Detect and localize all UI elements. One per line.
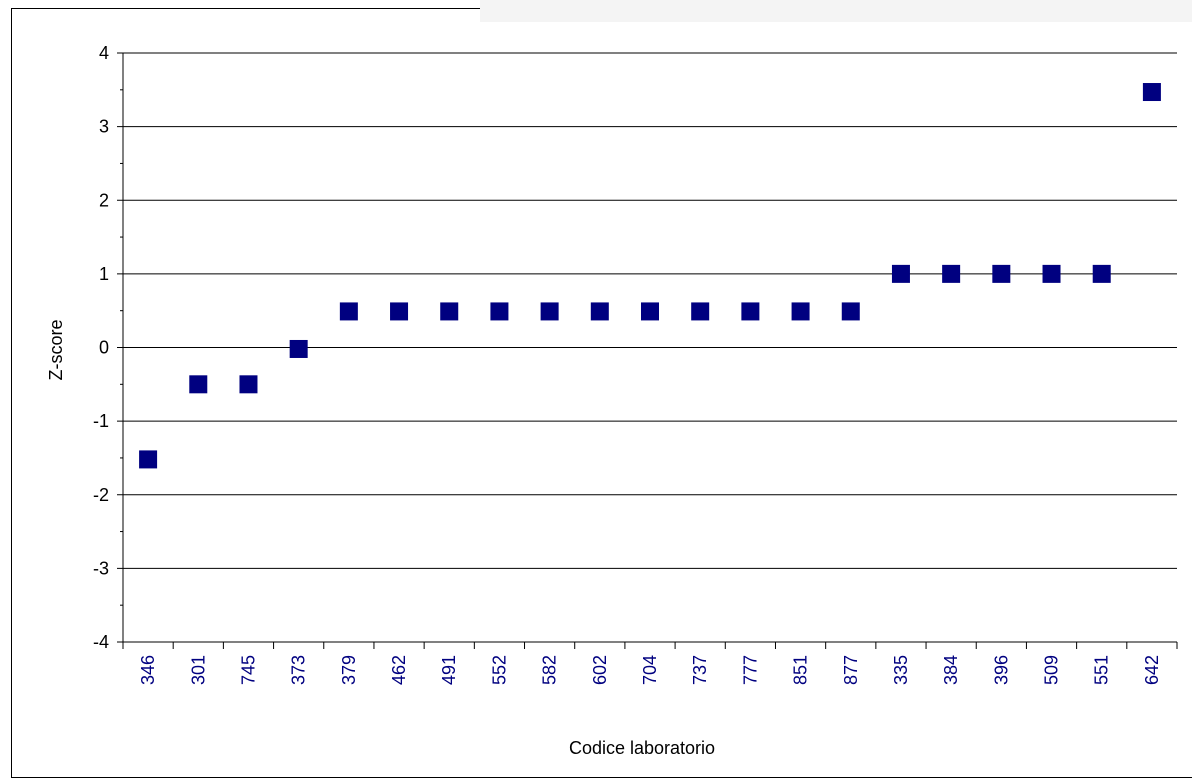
x-tick-label: 642: [1142, 655, 1162, 685]
data-point-384: [942, 264, 961, 283]
data-point-704: [641, 302, 659, 321]
x-tick-label: 737: [690, 655, 710, 685]
y-tick-label: 0: [99, 338, 109, 358]
data-point-582: [540, 302, 559, 321]
data-point-396: [992, 264, 1011, 283]
x-tick-label: 301: [188, 655, 208, 685]
data-point-335: [891, 264, 910, 283]
x-tick-label: 582: [540, 655, 560, 685]
y-tick-label: 2: [99, 190, 109, 210]
x-tick-labels: 346 301 745 373 379 462 491 552 582 602 704 737 777 8…: [138, 655, 1162, 685]
data-points: [139, 83, 1161, 469]
watermark-band: [480, 0, 1192, 22]
data-point-346: [139, 450, 158, 469]
axes: [117, 52, 1178, 649]
data-point-551: [1092, 264, 1111, 283]
data-point-602: [590, 302, 609, 321]
data-point-491: [440, 302, 459, 321]
data-point-642: [1142, 83, 1161, 102]
data-point-737: [691, 302, 710, 321]
x-tick-label: 335: [891, 655, 911, 685]
x-tick-label: 396: [991, 655, 1011, 685]
y-tick-labels: -4 -3 -2 -1 0 1 2 3 4: [93, 43, 109, 652]
data-point-552: [490, 302, 509, 321]
y-tick-label: 1: [99, 264, 109, 284]
y-tick-label: -3: [93, 558, 109, 578]
y-tick-label: -1: [93, 411, 109, 431]
x-tick-label: 509: [1042, 655, 1062, 685]
x-tick-label: 552: [489, 655, 509, 685]
x-tick-label: 551: [1092, 655, 1112, 685]
data-point-745: [239, 375, 258, 394]
data-point-851: [791, 302, 810, 321]
x-tick-label: 777: [740, 655, 760, 685]
y-tick-label: 4: [99, 43, 109, 63]
y-tick-label: -4: [93, 632, 109, 652]
data-point-509: [1042, 264, 1061, 283]
grid-lines: [123, 52, 1177, 569]
y-tick-label: 3: [99, 117, 109, 137]
x-tick-label: 704: [640, 655, 660, 685]
x-tick-label: 491: [439, 655, 459, 685]
y-tick-label: -2: [93, 485, 109, 505]
data-point-777: [741, 302, 760, 321]
data-point-379: [339, 302, 358, 321]
data-point-373: [289, 339, 308, 358]
x-tick-label: 851: [791, 655, 811, 685]
x-tick-label: 346: [138, 655, 158, 685]
y-axis-label: Z-score: [46, 319, 66, 380]
x-axis-label: Codice laboratorio: [569, 738, 715, 758]
x-tick-label: 373: [289, 655, 309, 685]
x-tick-label: 462: [389, 655, 409, 685]
x-tick-label: 745: [238, 655, 258, 685]
data-point-301: [189, 375, 208, 394]
x-tick-label: 379: [339, 655, 359, 685]
x-tick-label: 384: [941, 655, 961, 685]
data-point-462: [390, 302, 409, 321]
x-tick-label: 877: [841, 655, 861, 685]
data-point-877: [841, 302, 860, 321]
x-tick-label: 602: [590, 655, 610, 685]
